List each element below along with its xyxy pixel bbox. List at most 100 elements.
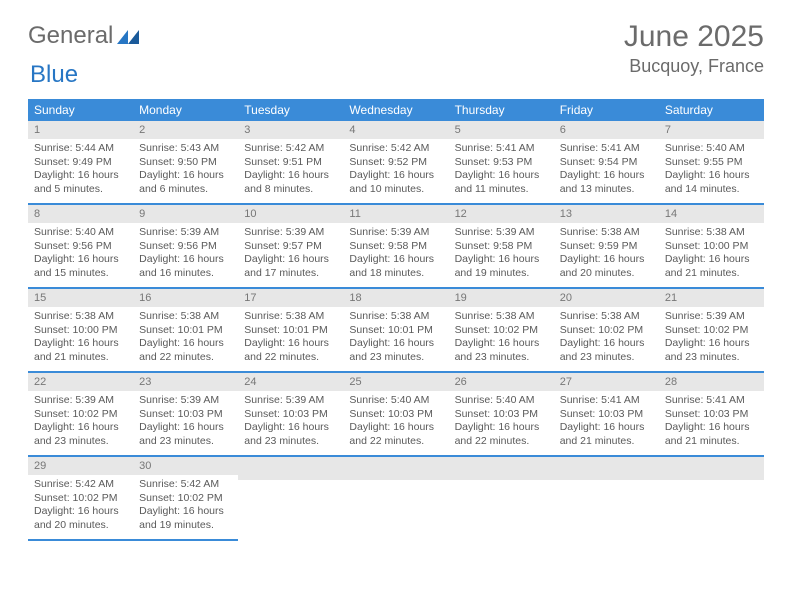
calendar-cell: 21Sunrise: 5:39 AMSunset: 10:02 PMDaylig… [659,289,764,373]
daylight-line: Daylight: 16 hours [139,421,232,435]
sunrise-line: Sunrise: 5:39 AM [244,226,337,240]
sunrise-line: Sunrise: 5:44 AM [34,142,127,156]
sunrise-line: Sunrise: 5:38 AM [560,310,653,324]
day-detail: Sunrise: 5:38 AMSunset: 10:02 PMDaylight… [449,307,554,365]
location-label: Bucquoy, France [624,56,764,77]
day-number: 14 [659,205,764,223]
dow-fri: Friday [554,99,659,121]
daylight-line: and 17 minutes. [244,267,337,281]
sunset-line: Sunset: 9:52 PM [349,156,442,170]
daylight-line: Daylight: 16 hours [455,253,548,267]
day-number: 5 [449,121,554,139]
daylight-line: Daylight: 16 hours [139,169,232,183]
calendar-cell: 15Sunrise: 5:38 AMSunset: 10:00 PMDaylig… [28,289,133,373]
daylight-line: and 23 minutes. [139,435,232,449]
calendar-cell: 30Sunrise: 5:42 AMSunset: 10:02 PMDaylig… [133,457,238,541]
day-number: 28 [659,373,764,391]
day-detail: Sunrise: 5:38 AMSunset: 10:01 PMDaylight… [343,307,448,365]
calendar-cell: 18Sunrise: 5:38 AMSunset: 10:01 PMDaylig… [343,289,448,373]
daylight-line: and 21 minutes. [34,351,127,365]
dow-sat: Saturday [659,99,764,121]
sunrise-line: Sunrise: 5:38 AM [139,310,232,324]
sunset-line: Sunset: 9:58 PM [349,240,442,254]
sunset-line: Sunset: 10:01 PM [139,324,232,338]
sunset-line: Sunset: 9:55 PM [665,156,758,170]
day-number: 21 [659,289,764,307]
day-detail: Sunrise: 5:38 AMSunset: 10:01 PMDaylight… [238,307,343,365]
day-number: 25 [343,373,448,391]
daylight-line: and 20 minutes. [34,519,127,533]
sunrise-line: Sunrise: 5:38 AM [665,226,758,240]
dow-wed: Wednesday [343,99,448,121]
empty-day [238,457,343,480]
day-detail: Sunrise: 5:42 AMSunset: 9:52 PMDaylight:… [343,139,448,197]
daylight-line: and 20 minutes. [560,267,653,281]
daylight-line: Daylight: 16 hours [349,253,442,267]
calendar-cell [343,457,448,541]
sunset-line: Sunset: 10:02 PM [560,324,653,338]
day-number: 6 [554,121,659,139]
daylight-line: Daylight: 16 hours [455,421,548,435]
daylight-line: and 15 minutes. [34,267,127,281]
calendar-cell: 28Sunrise: 5:41 AMSunset: 10:03 PMDaylig… [659,373,764,457]
day-detail: Sunrise: 5:41 AMSunset: 10:03 PMDaylight… [554,391,659,449]
daylight-line: and 19 minutes. [455,267,548,281]
daylight-line: Daylight: 16 hours [665,253,758,267]
daylight-line: and 5 minutes. [34,183,127,197]
daylight-line: Daylight: 16 hours [244,253,337,267]
daylight-line: Daylight: 16 hours [455,337,548,351]
calendar-cell: 10Sunrise: 5:39 AMSunset: 9:57 PMDayligh… [238,205,343,289]
daylight-line: and 23 minutes. [455,351,548,365]
day-number: 15 [28,289,133,307]
daylight-line: Daylight: 16 hours [560,337,653,351]
day-number: 16 [133,289,238,307]
sunrise-line: Sunrise: 5:43 AM [139,142,232,156]
day-number: 24 [238,373,343,391]
daylight-line: Daylight: 16 hours [349,169,442,183]
sunrise-line: Sunrise: 5:39 AM [139,226,232,240]
day-number: 1 [28,121,133,139]
sunrise-line: Sunrise: 5:41 AM [560,142,653,156]
sunset-line: Sunset: 10:03 PM [349,408,442,422]
daylight-line: Daylight: 16 hours [34,337,127,351]
day-number: 18 [343,289,448,307]
sunrise-line: Sunrise: 5:39 AM [665,310,758,324]
calendar-cell: 29Sunrise: 5:42 AMSunset: 10:02 PMDaylig… [28,457,133,541]
day-detail: Sunrise: 5:42 AMSunset: 9:51 PMDaylight:… [238,139,343,197]
daylight-line: and 23 minutes. [665,351,758,365]
calendar-grid: Sunday Monday Tuesday Wednesday Thursday… [28,99,764,121]
calendar-cell: 2Sunrise: 5:43 AMSunset: 9:50 PMDaylight… [133,121,238,205]
day-number: 10 [238,205,343,223]
day-detail: Sunrise: 5:44 AMSunset: 9:49 PMDaylight:… [28,139,133,197]
page-title: June 2025 [624,22,764,52]
calendar-cell: 4Sunrise: 5:42 AMSunset: 9:52 PMDaylight… [343,121,448,205]
calendar-cell [238,457,343,541]
daylight-line: Daylight: 16 hours [244,421,337,435]
calendar-cell: 12Sunrise: 5:39 AMSunset: 9:58 PMDayligh… [449,205,554,289]
daylight-line: and 23 minutes. [34,435,127,449]
day-number: 13 [554,205,659,223]
sunrise-line: Sunrise: 5:38 AM [244,310,337,324]
daylight-line: and 21 minutes. [560,435,653,449]
calendar-cell: 9Sunrise: 5:39 AMSunset: 9:56 PMDaylight… [133,205,238,289]
empty-day [659,457,764,480]
daylight-line: Daylight: 16 hours [665,337,758,351]
day-detail: Sunrise: 5:39 AMSunset: 10:03 PMDaylight… [238,391,343,449]
day-detail: Sunrise: 5:43 AMSunset: 9:50 PMDaylight:… [133,139,238,197]
sunrise-line: Sunrise: 5:38 AM [455,310,548,324]
sunrise-line: Sunrise: 5:42 AM [34,478,127,492]
daylight-line: and 16 minutes. [139,267,232,281]
sunrise-line: Sunrise: 5:40 AM [455,394,548,408]
calendar-cell: 27Sunrise: 5:41 AMSunset: 10:03 PMDaylig… [554,373,659,457]
sunset-line: Sunset: 9:59 PM [560,240,653,254]
title-block: June 2025 Bucquoy, France [624,22,764,77]
sunset-line: Sunset: 9:56 PM [34,240,127,254]
daylight-line: Daylight: 16 hours [34,421,127,435]
logo-word-1: General [28,22,113,50]
logo: General [28,22,139,50]
sunrise-line: Sunrise: 5:40 AM [349,394,442,408]
daylight-line: Daylight: 16 hours [560,169,653,183]
dow-tue: Tuesday [238,99,343,121]
sunset-line: Sunset: 9:53 PM [455,156,548,170]
logo-word-2: Blue [30,61,78,88]
